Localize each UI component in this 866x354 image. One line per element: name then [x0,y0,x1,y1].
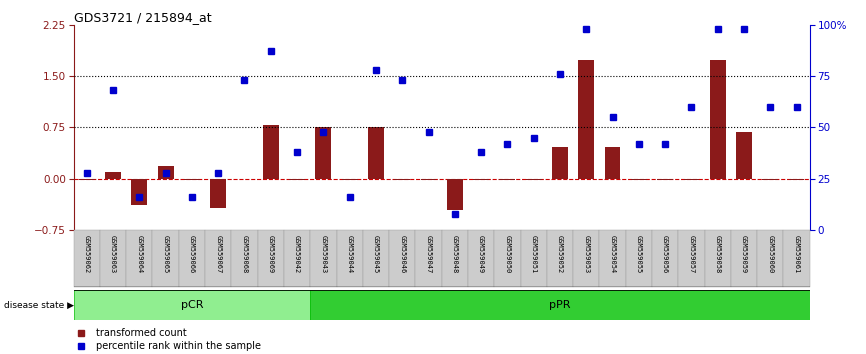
Bar [442,230,468,287]
Text: GSM559049: GSM559049 [478,235,484,273]
Bar [416,230,442,287]
Text: GSM559046: GSM559046 [399,235,405,273]
Bar [683,179,699,180]
Bar [263,125,279,179]
Text: pPR: pPR [549,300,571,310]
Text: GSM559058: GSM559058 [714,235,721,273]
Bar [363,230,389,287]
Bar [631,179,647,180]
Text: GSM559043: GSM559043 [320,235,326,273]
Bar [736,132,752,179]
Text: GSM559063: GSM559063 [110,235,116,273]
Text: GSM559057: GSM559057 [688,235,695,273]
Bar [205,230,231,287]
Text: GSM559062: GSM559062 [84,235,90,273]
Text: GSM559052: GSM559052 [557,235,563,273]
Bar [231,230,258,287]
Text: GSM559065: GSM559065 [163,235,169,273]
Bar [520,230,546,287]
Text: GSM559047: GSM559047 [425,235,431,273]
Bar [132,179,147,205]
Bar [705,230,731,287]
Text: GSM559066: GSM559066 [189,235,195,273]
Text: GSM559061: GSM559061 [793,235,799,273]
Bar [657,179,673,180]
Bar [468,230,494,287]
Bar [74,290,310,320]
Bar [678,230,705,287]
Bar [494,230,520,287]
Bar [389,230,416,287]
Bar [105,172,121,179]
Bar [289,179,305,180]
Bar [762,179,779,180]
Bar [368,127,384,179]
Bar [342,179,358,180]
Bar [310,230,337,287]
Bar [604,147,620,179]
Bar [79,179,94,180]
Text: GSM559044: GSM559044 [346,235,352,273]
Bar [546,230,573,287]
Text: GSM559068: GSM559068 [242,235,248,273]
Bar [394,179,410,180]
Bar [337,230,363,287]
Bar [284,230,310,287]
Text: pCR: pCR [181,300,204,310]
Text: GSM559051: GSM559051 [531,235,537,273]
Bar [315,127,331,179]
Text: percentile rank within the sample: percentile rank within the sample [95,341,261,351]
Bar [184,179,200,180]
Bar [152,230,178,287]
Text: GSM559050: GSM559050 [504,235,510,273]
Bar [500,179,515,180]
Text: GSM559067: GSM559067 [216,235,221,273]
Text: GDS3721 / 215894_at: GDS3721 / 215894_at [74,11,211,24]
Text: GSM559055: GSM559055 [636,235,642,273]
Bar [625,230,652,287]
Bar [573,230,599,287]
Text: GSM559053: GSM559053 [584,235,589,273]
Bar [100,230,126,287]
Text: GSM559069: GSM559069 [268,235,274,273]
Bar [731,230,757,287]
Bar [126,230,152,287]
Bar [210,179,226,207]
Bar [652,230,678,287]
Bar [526,179,541,180]
Bar [578,61,594,179]
Text: transformed count: transformed count [95,328,186,338]
Bar [789,179,805,180]
Bar [784,230,810,287]
Bar [757,230,784,287]
Text: disease state ▶: disease state ▶ [4,301,74,310]
Bar [158,166,173,179]
Text: GSM559042: GSM559042 [294,235,300,273]
Bar [258,230,284,287]
Text: GSM559059: GSM559059 [741,235,747,273]
Bar [447,179,462,210]
Bar [421,179,436,180]
Bar [710,61,726,179]
Bar [552,147,568,179]
Bar [74,230,100,287]
Bar [310,290,810,320]
Text: GSM559056: GSM559056 [662,235,668,273]
Bar [473,179,489,180]
Text: GSM559054: GSM559054 [610,235,616,273]
Bar [599,230,625,287]
Text: GSM559045: GSM559045 [373,235,379,273]
Text: GSM559060: GSM559060 [767,235,773,273]
Text: GSM559064: GSM559064 [136,235,142,273]
Bar [178,230,205,287]
Text: GSM559048: GSM559048 [452,235,458,273]
